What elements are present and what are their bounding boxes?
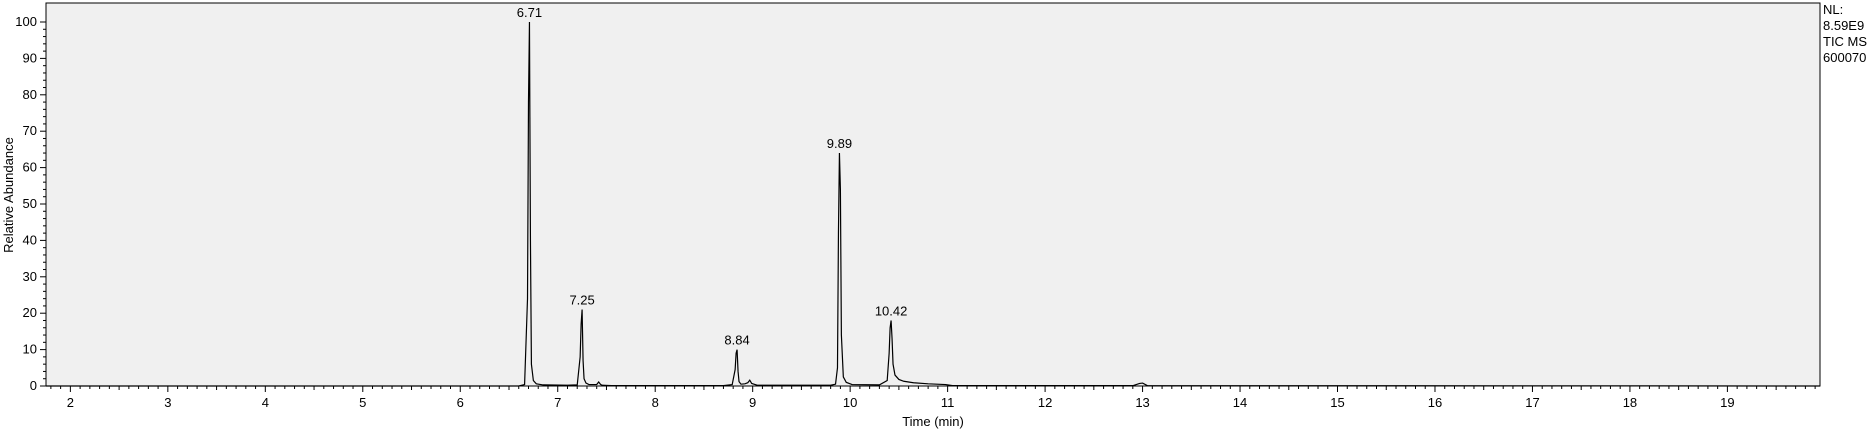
y-tick-label: 70 (23, 123, 37, 138)
x-tick-label: 4 (262, 395, 269, 410)
y-axis: 0 10 20 30 40 50 60 70 80 90 100 (15, 14, 46, 393)
x-axis: 2 3 4 5 6 7 8 9 10 11 12 13 14 15 16 17 18 19 (50, 386, 1816, 410)
x-axis-title: Time (min) (902, 414, 964, 429)
y-tick-label: 80 (23, 87, 37, 102)
y-tick-label: 50 (23, 196, 37, 211)
peak-label: 8.84 (724, 333, 749, 348)
x-tick-label: 2 (67, 395, 74, 410)
x-tick-label: 3 (164, 395, 171, 410)
x-tick-label: 5 (359, 395, 366, 410)
x-tick-label: 7 (554, 395, 561, 410)
peak-label: 7.25 (569, 293, 594, 308)
x-tick-label: 8 (652, 395, 659, 410)
peak-annotations: 6.71 7.25 8.84 9.89 10.42 (517, 5, 908, 348)
y-tick-label: 0 (30, 378, 37, 393)
sample-id: 600070 (1823, 50, 1867, 65)
x-tick-label: 12 (1038, 395, 1052, 410)
peak-label: 10.42 (875, 303, 908, 318)
x-tick-label: 15 (1330, 395, 1344, 410)
y-tick-label: 90 (23, 50, 37, 65)
y-tick-label: 10 (23, 342, 37, 357)
y-tick-label: 60 (23, 160, 37, 175)
x-tick-label: 17 (1525, 395, 1539, 410)
peak-label: 6.71 (517, 5, 542, 20)
peak-label: 9.89 (827, 136, 852, 151)
x-tick-label: 13 (1135, 395, 1149, 410)
nl-value: 8.59E9 (1823, 18, 1865, 33)
x-tick-label: 18 (1623, 395, 1637, 410)
x-tick-label: 10 (843, 395, 857, 410)
x-tick-label: 6 (457, 395, 464, 410)
x-tick-label: 16 (1428, 395, 1442, 410)
scan-filter: TIC MS (1823, 34, 1868, 49)
x-tick-label: 11 (941, 395, 955, 410)
plot-area (45, 2, 1821, 387)
x-tick-label: 9 (749, 395, 756, 410)
y-tick-label: 20 (23, 305, 37, 320)
nl-label: NL: (1823, 2, 1844, 17)
x-tick-label: 14 (1233, 395, 1247, 410)
x-tick-label: 19 (1720, 395, 1734, 410)
y-axis-title: Relative Abundance (1, 137, 16, 253)
info-box: NL: 8.59E9 TIC MS 600070 (1823, 2, 1867, 66)
tic-trace-line (46, 21, 1821, 387)
y-tick-label: 40 (23, 232, 37, 247)
y-tick-label: 30 (23, 269, 37, 284)
y-tick-label: 100 (15, 14, 37, 29)
